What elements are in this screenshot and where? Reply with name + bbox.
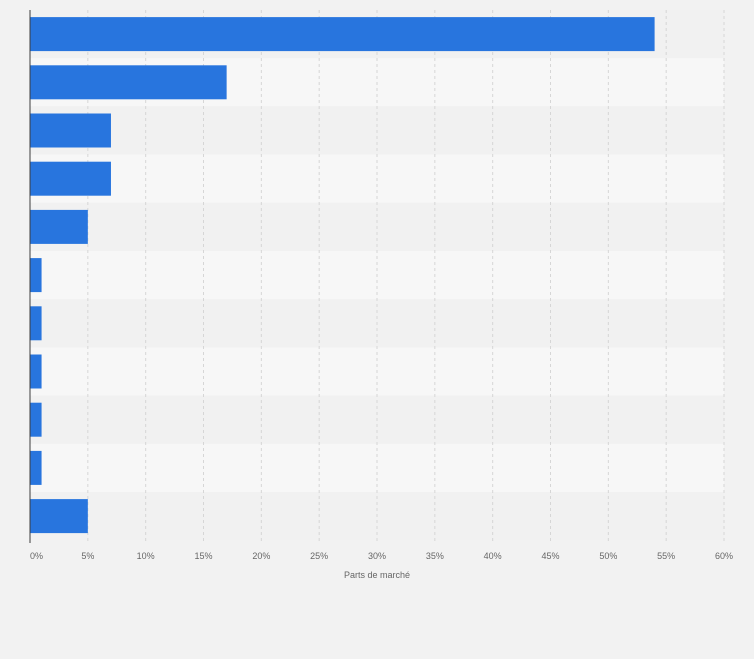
x-tick-label: 55% xyxy=(657,551,675,561)
bar xyxy=(30,17,655,52)
x-tick-label: 35% xyxy=(426,551,444,561)
x-tick-label: 20% xyxy=(252,551,270,561)
x-tick-label: 45% xyxy=(541,551,559,561)
bar xyxy=(30,258,42,293)
bar xyxy=(30,354,42,389)
x-tick-label: 60% xyxy=(715,551,733,561)
x-tick-label: 5% xyxy=(81,551,94,561)
bar xyxy=(30,450,42,485)
bar xyxy=(30,306,42,341)
bar xyxy=(30,499,88,534)
x-tick-label: 10% xyxy=(137,551,155,561)
bar xyxy=(30,65,227,100)
bar xyxy=(30,161,111,196)
gridlines xyxy=(87,10,725,543)
x-tick-label: 25% xyxy=(310,551,328,561)
bar xyxy=(30,402,42,437)
bars xyxy=(30,17,655,534)
bar xyxy=(30,113,111,148)
x-tick-label: 30% xyxy=(368,551,386,561)
x-tick-label: 15% xyxy=(194,551,212,561)
x-tick-label: 40% xyxy=(484,551,502,561)
x-axis-title: Parts de marché xyxy=(344,570,410,580)
x-tick-label: 50% xyxy=(599,551,617,561)
x-tick-labels: 0% 5% 10% 15% 20% 25% 30% 35% 40% 45% 50% 55% 60% xyxy=(30,551,733,561)
x-tick-label: 0% xyxy=(30,551,43,561)
bar xyxy=(30,209,88,244)
